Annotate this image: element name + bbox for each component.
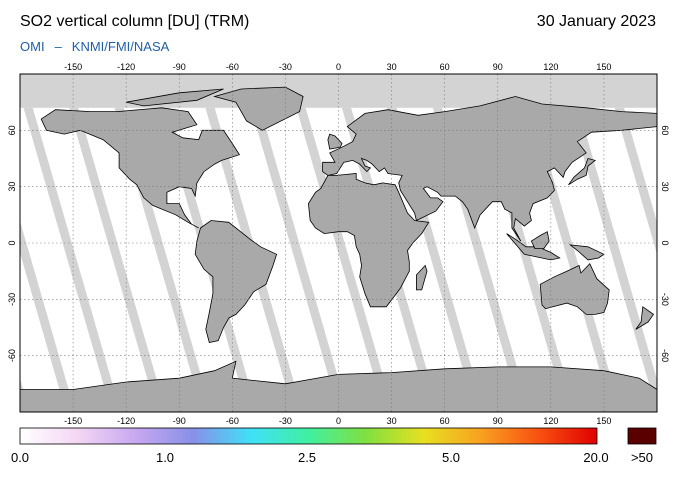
lon-tick-top: -90 xyxy=(173,62,186,72)
lon-tick-bottom: 120 xyxy=(543,416,558,426)
orbit-gap xyxy=(569,107,657,390)
map-frame xyxy=(19,73,658,413)
colorbar-overflow-label: >50 xyxy=(630,450,654,465)
lon-tick-bottom: 90 xyxy=(493,416,503,426)
axis-ticks: -150 -150 -120 -120 -90 -90 -60 -60 -30 -30 0 0 30 30… xyxy=(7,62,670,426)
new-guinea xyxy=(568,244,605,261)
orbit-gap xyxy=(614,107,657,255)
japan xyxy=(568,158,596,186)
agency-label: KNMI/FMI/NASA xyxy=(71,39,170,54)
lon-tick-top: 120 xyxy=(543,62,558,72)
colorbar-label: 20.0 xyxy=(583,450,609,465)
lat-tick-right: -60 xyxy=(660,349,670,362)
australia xyxy=(539,263,610,315)
lon-tick-top: -60 xyxy=(226,62,239,72)
lon-tick-top: 90 xyxy=(493,62,503,72)
colorbar-label: 0.0 xyxy=(10,450,30,465)
colorbar-label: 1.0 xyxy=(155,450,175,465)
lat-tick-right: 0 xyxy=(660,240,670,245)
lon-tick-top: -30 xyxy=(279,62,292,72)
madagascar xyxy=(415,264,428,291)
lon-tick-bottom: -120 xyxy=(117,416,135,426)
map-title: SO2 vertical column [DU] (TRM) xyxy=(20,13,250,30)
orbit-gap xyxy=(20,378,24,390)
credit-separator: – xyxy=(54,39,62,54)
colorbar xyxy=(19,427,657,445)
orbit-gap xyxy=(23,107,115,390)
north-america xyxy=(40,107,241,229)
lon-tick-top: 30 xyxy=(387,62,397,72)
south-america xyxy=(194,220,278,343)
colorbar-overflow xyxy=(627,427,657,445)
lat-tick-left: -30 xyxy=(7,293,17,306)
data-credit: OMI – KNMI/FMI/NASA xyxy=(20,39,169,54)
indonesia xyxy=(506,233,561,261)
lat-tick-left: 0 xyxy=(7,240,17,245)
arctic-islands xyxy=(126,88,224,107)
orbit-gap xyxy=(296,107,387,390)
lon-tick-top: -150 xyxy=(64,62,82,72)
lon-tick-bottom: 60 xyxy=(440,416,450,426)
borneo xyxy=(530,231,550,250)
lon-tick-top: -120 xyxy=(117,62,135,72)
lat-tick-left: 30 xyxy=(7,182,17,192)
lat-tick-left: -60 xyxy=(7,349,17,362)
new-zealand xyxy=(635,306,655,330)
lon-tick-bottom: -150 xyxy=(64,416,82,426)
map-date: 30 January 2023 xyxy=(536,13,656,30)
colorbar-label: 2.5 xyxy=(297,450,317,465)
lat-tick-left: 60 xyxy=(7,125,17,135)
lon-tick-bottom: 30 xyxy=(387,416,397,426)
lat-tick-right: 60 xyxy=(660,125,670,135)
colorbar-gradient xyxy=(19,427,598,445)
lon-tick-bottom: -30 xyxy=(279,416,292,426)
lon-tick-top: 0 xyxy=(336,62,341,72)
colorbar-label: 5.0 xyxy=(441,450,461,465)
lat-tick-right: -30 xyxy=(660,293,670,306)
lon-tick-bottom: -60 xyxy=(226,416,239,426)
instrument-label: OMI xyxy=(20,39,45,54)
orbit-gap xyxy=(69,107,160,390)
graticule xyxy=(20,74,657,412)
lon-tick-bottom: 0 xyxy=(336,416,341,426)
eurasia xyxy=(322,96,657,242)
lon-tick-top: 150 xyxy=(596,62,611,72)
greenland xyxy=(213,86,304,131)
orbit-gap xyxy=(250,107,342,390)
british-isles xyxy=(327,133,343,150)
lon-tick-top: 60 xyxy=(440,62,450,72)
lon-tick-bottom: -90 xyxy=(173,416,186,426)
lon-tick-bottom: 150 xyxy=(596,416,611,426)
lat-tick-right: 30 xyxy=(660,182,670,192)
